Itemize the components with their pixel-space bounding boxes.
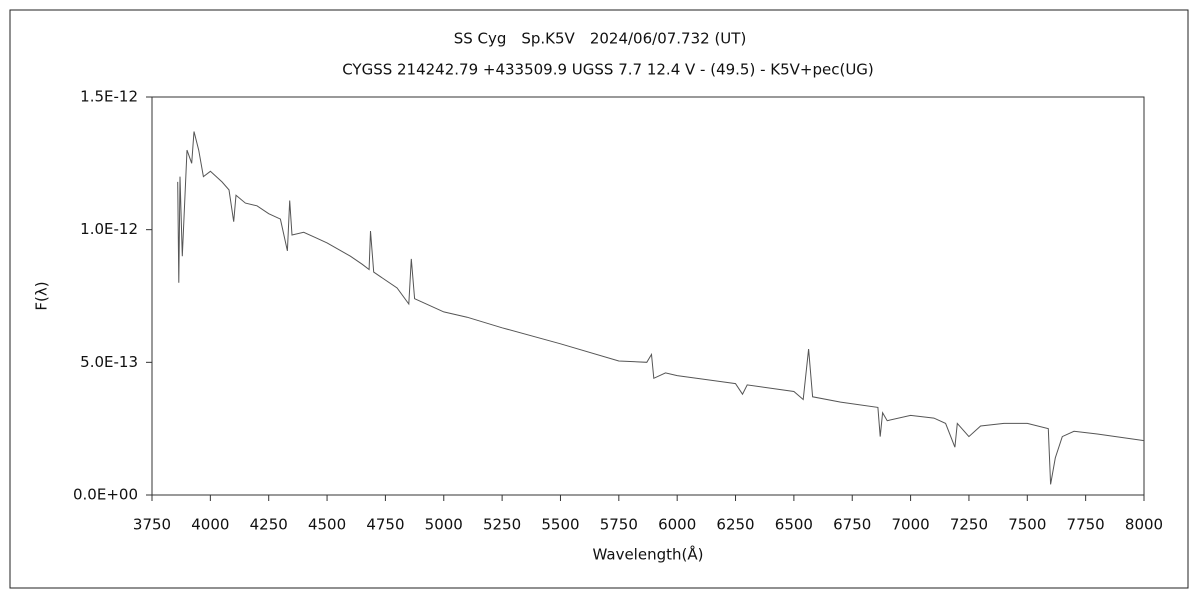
x-tick-label: 5500 (541, 516, 579, 534)
x-tick-label: 3750 (133, 516, 171, 534)
x-tick-label: 4000 (191, 516, 229, 534)
x-tick-label: 6250 (716, 516, 754, 534)
y-tick-label: 0.0E+00 (73, 486, 138, 504)
y-tick-label: 1.5E-12 (80, 88, 138, 106)
x-tick-label: 5250 (483, 516, 521, 534)
x-tick-label: 6750 (833, 516, 871, 534)
x-tick-label: 4500 (308, 516, 346, 534)
x-tick-label: 6000 (658, 516, 696, 534)
x-tick-label: 6500 (775, 516, 813, 534)
chart-subtitle: CYGSS 214242.79 +433509.9 UGSS 7.7 12.4 … (342, 61, 874, 79)
x-tick-label: 4250 (250, 516, 288, 534)
x-tick-label: 5750 (600, 516, 638, 534)
chart-title: SS Cyg Sp.K5V 2024/06/07.732 (UT) (454, 30, 747, 48)
y-axis-label: F(λ) (33, 281, 51, 310)
y-tick-label: 1.0E-12 (80, 220, 138, 238)
x-tick-label: 7250 (950, 516, 988, 534)
plot-area (151, 96, 1145, 496)
x-tick-label: 7000 (891, 516, 929, 534)
x-tick-label: 8000 (1125, 516, 1163, 534)
chart-frame (9, 9, 1189, 589)
x-tick-label: 7750 (1067, 516, 1105, 534)
x-tick-label: 4750 (366, 516, 404, 534)
spectrum-line (177, 131, 1145, 485)
x-tick-label: 7500 (1008, 516, 1046, 534)
y-tick-label: 5.0E-13 (80, 353, 138, 371)
x-tick-label: 5000 (425, 516, 463, 534)
x-axis-label: Wavelength(Å) (593, 545, 704, 564)
